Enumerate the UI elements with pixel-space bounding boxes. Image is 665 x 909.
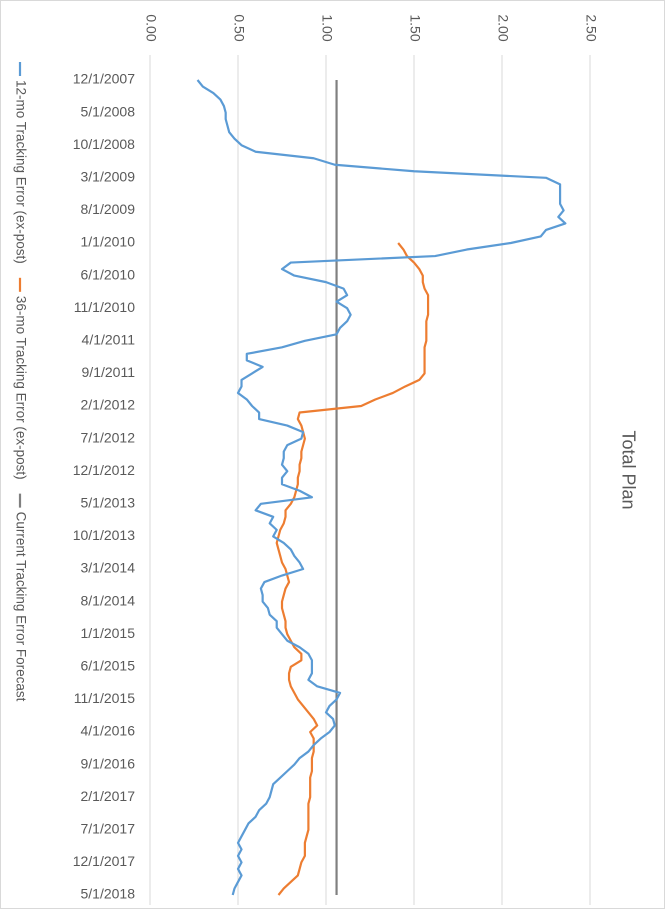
x-tick-label: 9/1/2016 <box>81 755 136 771</box>
x-tick-label: 7/1/2012 <box>81 429 136 445</box>
x-tick-label: 2/1/2017 <box>81 788 136 804</box>
y-tick-label: 0.50 <box>231 14 247 41</box>
x-tick-label: 3/1/2009 <box>81 169 136 185</box>
x-tick-label: 11/1/2015 <box>74 690 135 706</box>
x-tick-label: 5/1/2008 <box>81 103 136 119</box>
x-tick-label: 6/1/2015 <box>81 658 136 674</box>
x-tick-label: 8/1/2009 <box>81 201 136 217</box>
x-tick-label: 12/1/2007 <box>73 71 135 87</box>
y-tick-label: 2.50 <box>583 14 599 41</box>
legend-label: Current Tracking Error Forecast <box>13 512 28 702</box>
chart-title: Total Plan <box>618 430 638 509</box>
y-tick-label: 1.50 <box>407 14 423 41</box>
y-tick-label: 0.00 <box>143 14 159 41</box>
x-tick-label: 12/1/2012 <box>73 462 135 478</box>
x-tick-label: 1/1/2015 <box>81 625 136 641</box>
x-tick-label: 4/1/2011 <box>82 332 136 348</box>
x-tick-label: 2/1/2012 <box>81 397 136 413</box>
y-tick-label: 1.00 <box>319 14 335 41</box>
x-tick-label: 11/1/2010 <box>74 299 135 315</box>
legend-label: 36-mo Tracking Error (ex-post) <box>13 296 28 480</box>
y-tick-label: 2.00 <box>495 14 511 41</box>
legend-label: 12-mo Tracking Error (ex-post) <box>13 80 28 264</box>
x-tick-label: 7/1/2017 <box>81 821 136 837</box>
x-tick-label: 6/1/2010 <box>81 266 136 282</box>
x-tick-label: 8/1/2014 <box>81 592 136 608</box>
x-tick-label: 1/1/2010 <box>81 234 136 250</box>
x-tick-label: 3/1/2014 <box>81 560 136 576</box>
x-tick-label: 4/1/2016 <box>81 723 136 739</box>
x-tick-label: 12/1/2017 <box>73 853 135 869</box>
x-tick-label: 5/1/2018 <box>81 886 136 902</box>
x-tick-label: 5/1/2013 <box>81 495 136 511</box>
series-line <box>196 79 567 896</box>
x-tick-label: 10/1/2008 <box>73 136 135 152</box>
series-line <box>275 242 430 896</box>
x-tick-label: 10/1/2013 <box>73 527 135 543</box>
x-tick-label: 9/1/2011 <box>82 364 136 380</box>
